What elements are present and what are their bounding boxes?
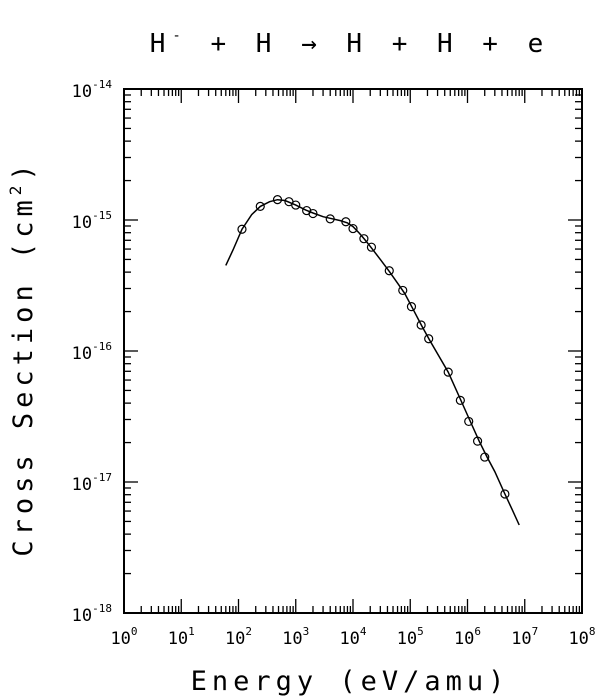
chart-title-reaction: + H → H + H + e xyxy=(188,29,550,59)
data-point xyxy=(255,201,265,212)
fit-curve xyxy=(225,198,520,526)
data-point xyxy=(291,200,301,210)
data-point xyxy=(359,234,369,244)
x-tick-label: 101 xyxy=(168,625,195,649)
data-point xyxy=(416,320,426,330)
x-tick-label: 104 xyxy=(339,625,366,649)
x-tick-label: 103 xyxy=(282,625,309,649)
x-tick-label: 107 xyxy=(511,625,538,649)
chart-title: H- + H → H + H + e xyxy=(150,28,551,59)
data-point xyxy=(308,208,318,219)
plot-frame xyxy=(123,88,583,614)
x-axis-label: Energy (eV/amu) xyxy=(191,666,510,696)
data-point xyxy=(366,242,377,252)
y-tick-label: 10-15 xyxy=(72,209,112,233)
data-point xyxy=(464,416,474,427)
data-point xyxy=(406,302,417,312)
y-tick-labels: 10-18 10-17 10-16 10-15 10-14 xyxy=(72,78,113,626)
data-point xyxy=(325,214,335,224)
data-point xyxy=(348,223,358,234)
tick-marks xyxy=(123,89,582,614)
x-tick-label: 108 xyxy=(568,625,595,649)
data-point xyxy=(237,224,247,234)
chart-title-species: H xyxy=(150,29,173,59)
y-tick-label: 10-16 xyxy=(72,340,112,364)
data-point xyxy=(272,195,283,205)
y-tick-label: 10-18 xyxy=(72,602,112,626)
y-axis-label-sup: 2 xyxy=(6,181,25,196)
y-axis-label: Cross Section (cm2) xyxy=(6,159,39,556)
data-point xyxy=(341,217,351,227)
x-tick-label: 100 xyxy=(110,625,137,649)
y-axis-label-suffix: ) xyxy=(8,159,39,180)
data-point xyxy=(500,489,510,499)
x-tick-label: 105 xyxy=(397,625,424,649)
y-tick-label: 10-14 xyxy=(72,78,113,102)
data-point xyxy=(472,436,483,446)
x-tick-label: 106 xyxy=(454,625,481,649)
y-tick-label: 10-17 xyxy=(72,471,112,495)
data-point xyxy=(480,452,490,462)
data-point xyxy=(455,395,465,405)
data-series xyxy=(225,195,520,526)
chart-title-charge: - xyxy=(172,28,187,44)
data-point xyxy=(443,367,453,377)
x-tick-label: 102 xyxy=(225,625,252,649)
y-axis-label-prefix: Cross Section (cm xyxy=(8,195,39,556)
data-point xyxy=(424,334,434,344)
x-tick-labels: 100 101 102 103 104 105 106 107 108 xyxy=(110,625,595,649)
data-point xyxy=(384,266,394,276)
data-point xyxy=(398,285,408,296)
